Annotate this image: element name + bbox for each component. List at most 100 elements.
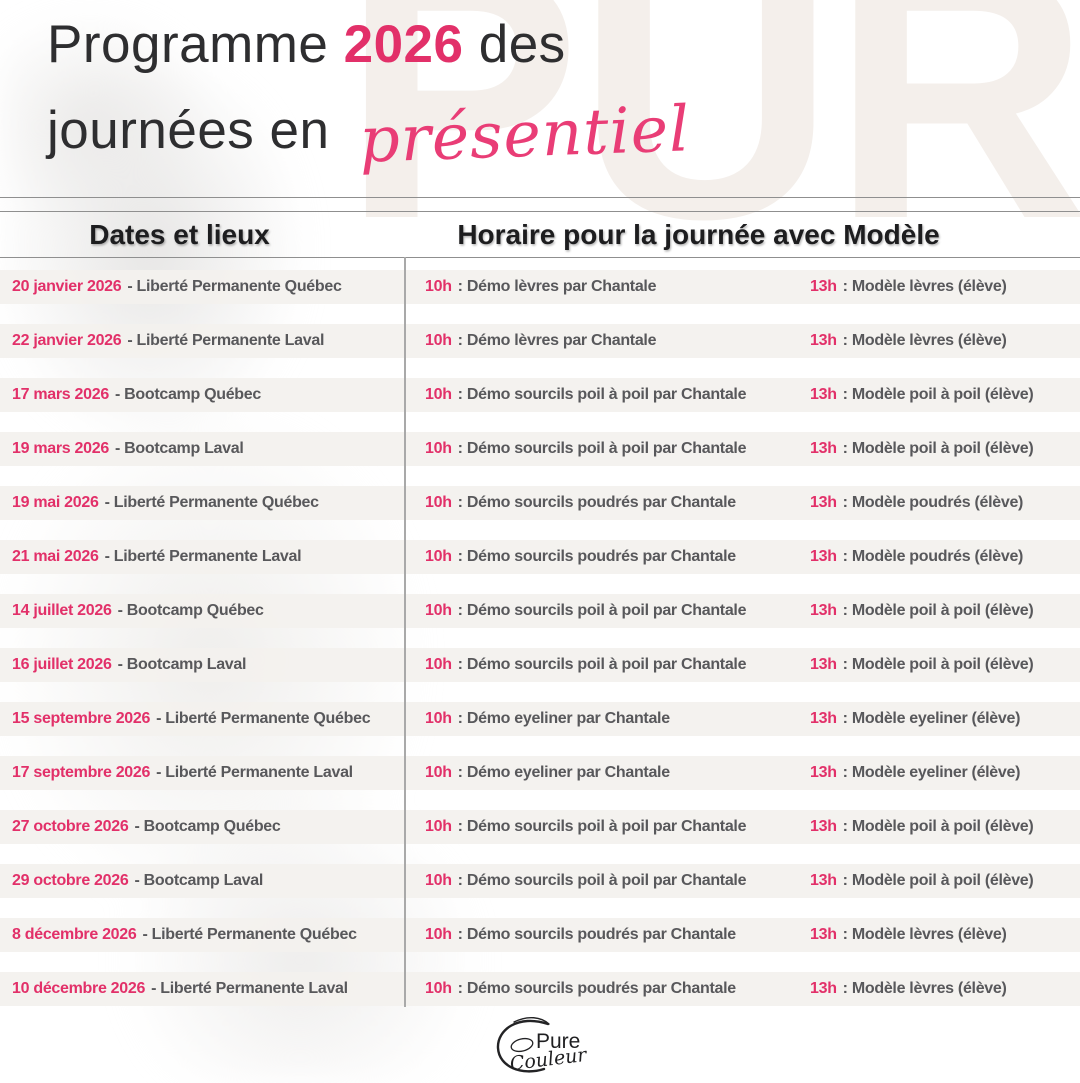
date-location-cell: 27 octobre 2026 - Bootcamp Québec — [12, 810, 398, 844]
afternoon-schedule-cell: 13h : Modèle lèvres (élève) — [810, 324, 1078, 358]
afternoon-description: : Modèle poil à poil (élève) — [842, 872, 1034, 889]
pure-couleur-logo: Pure Couleur — [484, 1012, 606, 1078]
afternoon-time: 13h — [810, 494, 837, 511]
morning-time: 10h — [425, 980, 452, 997]
event-location: - Liberté Permanente Québec — [127, 278, 342, 295]
morning-description: : Démo sourcils poudrés par Chantale — [457, 494, 736, 511]
top-rule-1 — [0, 197, 1080, 198]
row-stripe: 17 mars 2026 - Bootcamp Québec 10h : Dém… — [0, 378, 1080, 412]
table-row: 8 décembre 2026 - Liberté Permanente Qué… — [0, 908, 1080, 962]
table-row: 22 janvier 2026 - Liberté Permanente Lav… — [0, 314, 1080, 368]
table-row: 29 octobre 2026 - Bootcamp Laval 10h : D… — [0, 854, 1080, 908]
morning-description: : Démo eyeliner par Chantale — [457, 764, 670, 781]
table-row: 10 décembre 2026 - Liberté Permanente La… — [0, 962, 1080, 1016]
date-location-cell: 10 décembre 2026 - Liberté Permanente La… — [12, 972, 398, 1006]
date-location-cell: 29 octobre 2026 - Bootcamp Laval — [12, 864, 398, 898]
event-location: - Liberté Permanente Laval — [127, 332, 325, 349]
afternoon-time: 13h — [810, 440, 837, 457]
morning-time: 10h — [425, 602, 452, 619]
event-date: 29 octobre 2026 — [12, 872, 129, 889]
morning-schedule-cell: 10h : Démo sourcils poil à poil par Chan… — [425, 648, 803, 682]
afternoon-time: 13h — [810, 980, 837, 997]
morning-description: : Démo sourcils poil à poil par Chantale — [457, 386, 747, 403]
afternoon-time: 13h — [810, 764, 837, 781]
morning-schedule-cell: 10h : Démo sourcils poudrés par Chantale — [425, 972, 803, 1006]
afternoon-description: : Modèle eyeliner (élève) — [842, 710, 1021, 727]
morning-schedule-cell: 10h : Démo sourcils poudrés par Chantale — [425, 486, 803, 520]
morning-schedule-cell: 10h : Démo sourcils poudrés par Chantale — [425, 540, 803, 574]
event-date: 10 décembre 2026 — [12, 980, 146, 997]
event-date: 22 janvier 2026 — [12, 332, 122, 349]
morning-description: : Démo sourcils poudrés par Chantale — [457, 980, 736, 997]
row-stripe: 8 décembre 2026 - Liberté Permanente Qué… — [0, 918, 1080, 952]
row-stripe: 14 juillet 2026 - Bootcamp Québec 10h : … — [0, 594, 1080, 628]
afternoon-time: 13h — [810, 872, 837, 889]
afternoon-time: 13h — [810, 278, 837, 295]
morning-schedule-cell: 10h : Démo eyeliner par Chantale — [425, 702, 803, 736]
row-stripe: 27 octobre 2026 - Bootcamp Québec 10h : … — [0, 810, 1080, 844]
afternoon-schedule-cell: 13h : Modèle poudrés (élève) — [810, 486, 1078, 520]
morning-description: : Démo lèvres par Chantale — [457, 332, 657, 349]
date-location-cell: 15 septembre 2026 - Liberté Permanente Q… — [12, 702, 398, 736]
schedule-table: 20 janvier 2026 - Liberté Permanente Qué… — [0, 260, 1080, 1016]
event-location: - Liberté Permanente Québec — [142, 926, 357, 943]
morning-description: : Démo lèvres par Chantale — [457, 278, 657, 295]
afternoon-schedule-cell: 13h : Modèle poil à poil (élève) — [810, 810, 1078, 844]
morning-time: 10h — [425, 710, 452, 727]
morning-time: 10h — [425, 764, 452, 781]
logo-text-couleur: Couleur — [509, 1044, 590, 1075]
morning-description: : Démo sourcils poudrés par Chantale — [457, 926, 736, 943]
row-stripe: 16 juillet 2026 - Bootcamp Laval 10h : D… — [0, 648, 1080, 682]
row-stripe: 29 octobre 2026 - Bootcamp Laval 10h : D… — [0, 864, 1080, 898]
afternoon-description: : Modèle poudrés (élève) — [842, 494, 1024, 511]
morning-time: 10h — [425, 332, 452, 349]
table-header-row: Dates et lieux Horaire pour la journée a… — [0, 212, 1080, 257]
afternoon-description: : Modèle poil à poil (élève) — [842, 386, 1034, 403]
afternoon-schedule-cell: 13h : Modèle poil à poil (élève) — [810, 594, 1078, 628]
afternoon-time: 13h — [810, 332, 837, 349]
morning-schedule-cell: 10h : Démo sourcils poil à poil par Chan… — [425, 432, 803, 466]
table-row: 17 mars 2026 - Bootcamp Québec 10h : Dém… — [0, 368, 1080, 422]
event-date: 8 décembre 2026 — [12, 926, 137, 943]
row-stripe: 10 décembre 2026 - Liberté Permanente La… — [0, 972, 1080, 1006]
event-location: - Bootcamp Laval — [114, 440, 244, 457]
morning-time: 10h — [425, 386, 452, 403]
table-row: 19 mars 2026 - Bootcamp Laval 10h : Démo… — [0, 422, 1080, 476]
table-row: 21 mai 2026 - Liberté Permanente Laval 1… — [0, 530, 1080, 584]
event-location: - Bootcamp Laval — [134, 872, 264, 889]
event-date: 27 octobre 2026 — [12, 818, 129, 835]
top-rule-2 — [0, 211, 1080, 212]
morning-description: : Démo sourcils poudrés par Chantale — [457, 548, 736, 565]
event-location: - Bootcamp Québec — [134, 818, 281, 835]
morning-schedule-cell: 10h : Démo lèvres par Chantale — [425, 270, 803, 304]
event-location: - Liberté Permanente Laval — [104, 548, 302, 565]
table-row: 27 octobre 2026 - Bootcamp Québec 10h : … — [0, 800, 1080, 854]
title-line-2: journées en présentiel — [47, 92, 691, 177]
morning-description: : Démo sourcils poil à poil par Chantale — [457, 656, 747, 673]
afternoon-time: 13h — [810, 926, 837, 943]
table-row: 19 mai 2026 - Liberté Permanente Québec … — [0, 476, 1080, 530]
event-date: 17 septembre 2026 — [12, 764, 151, 781]
morning-description: : Démo sourcils poil à poil par Chantale — [457, 602, 747, 619]
afternoon-schedule-cell: 13h : Modèle poil à poil (élève) — [810, 378, 1078, 412]
title-part1: Programme — [47, 15, 329, 74]
date-location-cell: 22 janvier 2026 - Liberté Permanente Lav… — [12, 324, 398, 358]
event-location: - Liberté Permanente Laval — [156, 764, 353, 781]
afternoon-time: 13h — [810, 710, 837, 727]
afternoon-description: : Modèle poudrés (élève) — [842, 548, 1024, 565]
title-script-word: présentiel — [357, 92, 691, 177]
event-date: 19 mai 2026 — [12, 494, 99, 511]
morning-schedule-cell: 10h : Démo sourcils poudrés par Chantale — [425, 918, 803, 952]
event-date: 19 mars 2026 — [12, 440, 109, 457]
row-stripe: 20 janvier 2026 - Liberté Permanente Qué… — [0, 270, 1080, 304]
morning-schedule-cell: 10h : Démo eyeliner par Chantale — [425, 756, 803, 790]
afternoon-time: 13h — [810, 656, 837, 673]
morning-time: 10h — [425, 278, 452, 295]
morning-schedule-cell: 10h : Démo sourcils poil à poil par Chan… — [425, 864, 803, 898]
morning-schedule-cell: 10h : Démo sourcils poil à poil par Chan… — [425, 810, 803, 844]
header-bottom-rule — [0, 257, 1080, 258]
afternoon-schedule-cell: 13h : Modèle poil à poil (élève) — [810, 648, 1078, 682]
afternoon-description: : Modèle lèvres (élève) — [842, 278, 1007, 295]
afternoon-schedule-cell: 13h : Modèle poudrés (élève) — [810, 540, 1078, 574]
title-line2-text: journées en — [47, 101, 330, 160]
